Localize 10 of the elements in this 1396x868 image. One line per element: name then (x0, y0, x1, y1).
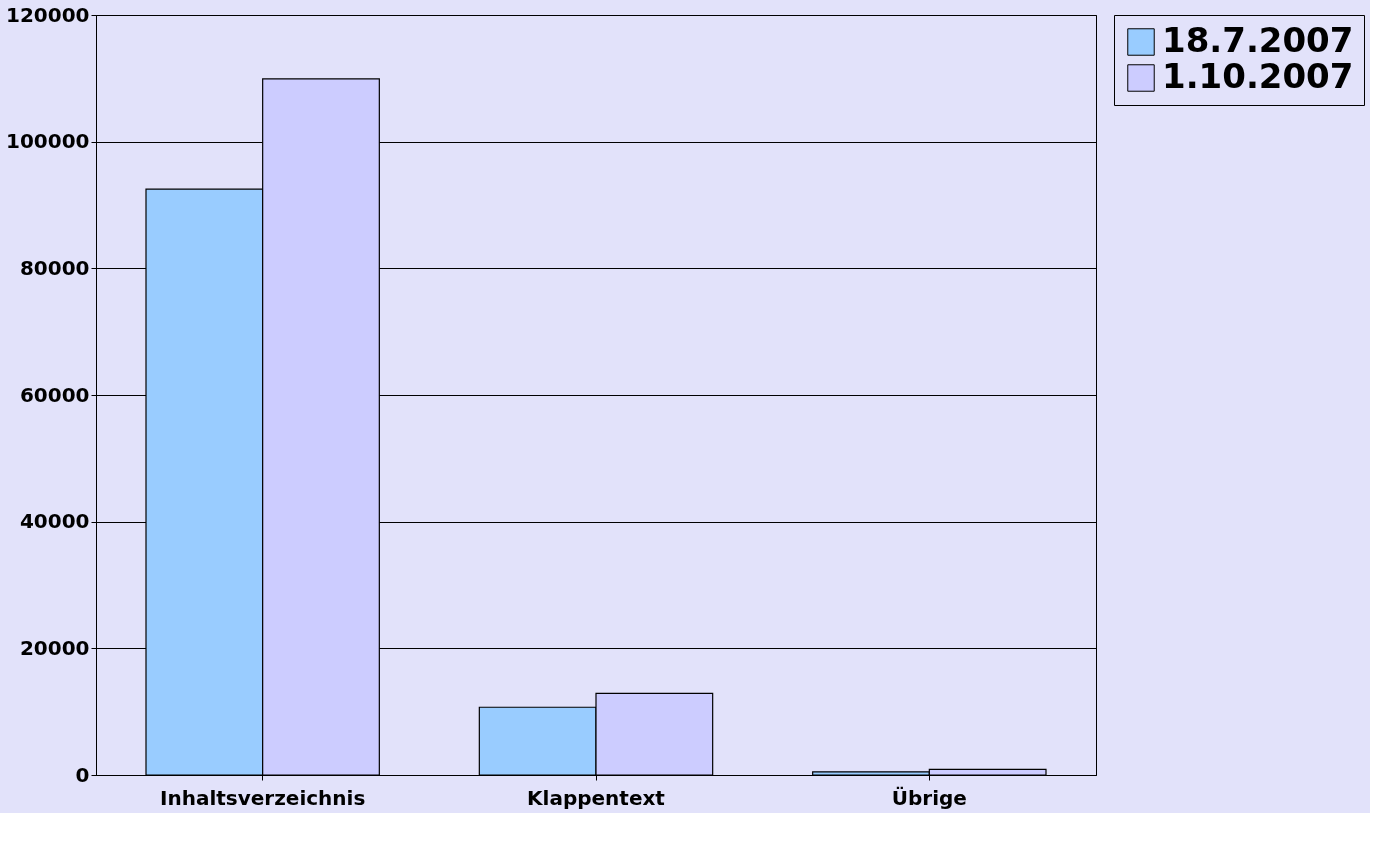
y-tick-label: 100000 (6, 129, 90, 154)
y-tick-label: 0 (75, 762, 90, 787)
y-tick-label: 120000 (6, 2, 90, 27)
y-tick-label: 60000 (19, 382, 90, 407)
y-tick-label: 40000 (19, 509, 90, 534)
y-tick-label: 80000 (19, 255, 90, 280)
x-tick-label: Inhaltsverzeichnis (159, 785, 366, 810)
x-tick-label: Übrige (891, 785, 967, 810)
y-tick-label: 20000 (19, 635, 90, 660)
x-tick-label: Klappentext (527, 785, 666, 810)
